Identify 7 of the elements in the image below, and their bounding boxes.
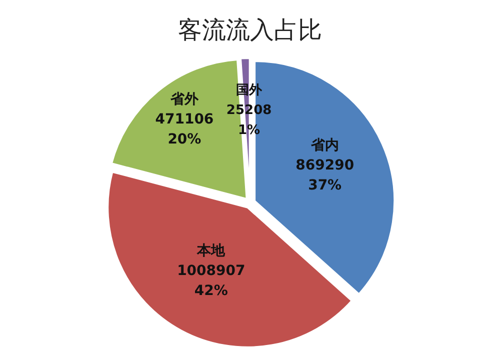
slice-label: 本地 bbox=[196, 243, 226, 260]
data-label: 1008907 42% bbox=[177, 263, 246, 300]
data-label: 869290 37% bbox=[296, 158, 354, 194]
slice-label: 省内 bbox=[310, 138, 339, 154]
slice-label: 省外 bbox=[169, 92, 200, 108]
data-label: 471106 20% bbox=[155, 112, 214, 148]
chart-title: 客流流入占比 bbox=[178, 16, 322, 44]
